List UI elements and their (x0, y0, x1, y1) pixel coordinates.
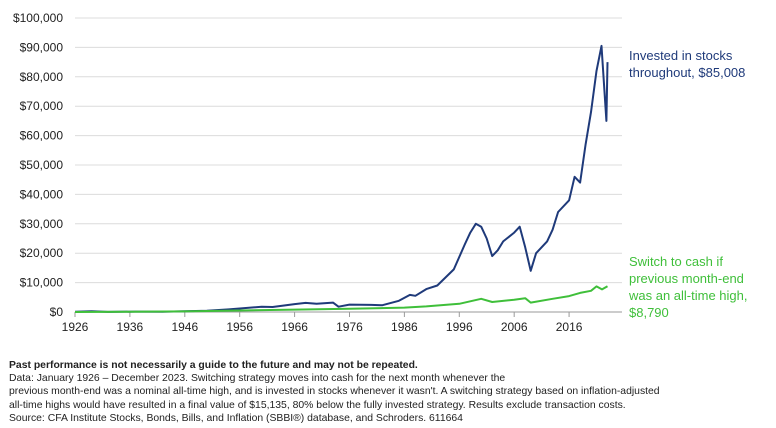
footnote-line-2: previous month-end was a nominal all-tim… (9, 386, 660, 398)
y-tick-label: $0 (50, 305, 64, 319)
stocks-label-line-2: throughout, $85,008 (629, 65, 746, 80)
footnote-line-3: all-time highs would have resulted in a … (9, 399, 626, 411)
y-tick-label: $60,000 (20, 129, 64, 143)
footnote: Past performance is not necessarily a gu… (9, 359, 771, 425)
x-tick-label: 1936 (117, 320, 144, 334)
x-tick-label: 1986 (391, 320, 418, 334)
cash-label-line-2: previous month-end (629, 271, 744, 286)
series-lines (74, 44, 609, 313)
y-tick-label: $30,000 (20, 217, 64, 231)
x-tick-label: 1946 (171, 320, 198, 334)
y-tick-label: $80,000 (20, 70, 64, 84)
y-tick-label: $90,000 (20, 40, 64, 54)
cash-label-line-1: Switch to cash if (629, 254, 723, 269)
stocks-series-line (74, 44, 609, 313)
x-tick-label: 1926 (62, 320, 89, 334)
y-axis-ticks: $0 $10,000 $20,000 $30,000 $40,000 $50,000 $60… (13, 11, 63, 319)
gridlines (75, 17, 622, 313)
x-tick-label: 1976 (336, 320, 363, 334)
y-tick-label: $50,000 (20, 158, 64, 172)
cash-series-line (74, 285, 609, 313)
cash-label-line-3: was an all-time high, (629, 288, 748, 303)
footnote-line-4: Source: CFA Institute Stocks, Bonds, Bil… (9, 412, 463, 424)
x-tick-label: 1956 (226, 320, 253, 334)
x-tick-label: 1996 (446, 320, 473, 334)
y-tick-label: $10,000 (20, 276, 64, 290)
y-tick-label: $20,000 (20, 246, 64, 260)
x-tick-label: 2016 (556, 320, 583, 334)
y-tick-label: $70,000 (20, 99, 64, 113)
stocks-series-label: Invested in stocks throughout, $85,008 (629, 47, 745, 81)
cash-series-label: Switch to cash if previous month-end was… (629, 253, 748, 321)
x-tick-label: 2006 (501, 320, 528, 334)
x-tick-label: 1966 (281, 320, 308, 334)
disclaimer: Past performance is not necessarily a gu… (9, 360, 418, 371)
y-tick-label: $40,000 (20, 187, 64, 201)
y-tick-label: $100,000 (13, 11, 63, 25)
line-chart: $0 $10,000 $20,000 $30,000 $40,000 $50,000 $60… (13, 11, 622, 334)
x-axis-ticks: 1926 1936 1946 1956 1966 1976 1986 1996 2006 2016 (62, 312, 583, 334)
footnote-line-1: Data: January 1926 – December 2023. Swit… (9, 373, 506, 385)
stocks-label-line-1: Invested in stocks (629, 48, 733, 63)
cash-label-line-4: $8,790 (629, 305, 669, 320)
